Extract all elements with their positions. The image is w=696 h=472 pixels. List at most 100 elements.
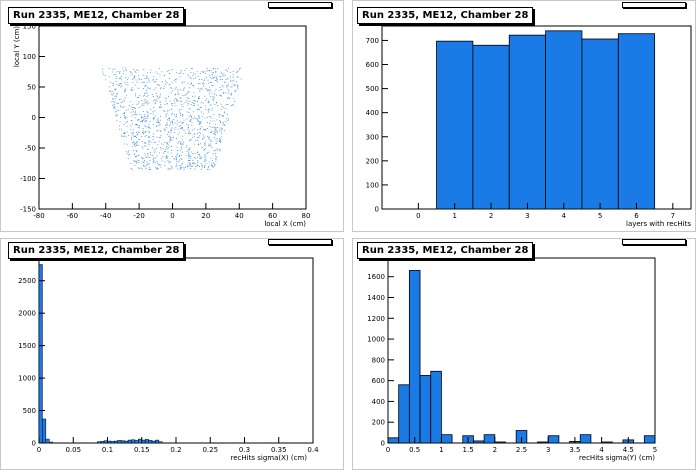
scatter-point <box>134 153 136 155</box>
scatter-point <box>114 74 116 75</box>
scatter-point <box>152 113 154 115</box>
scatter-point <box>169 169 171 171</box>
scatter-point <box>182 151 184 153</box>
scatter-point <box>126 153 128 155</box>
scatter-point <box>193 118 195 120</box>
scatter-point <box>188 157 189 159</box>
scatter-point <box>197 165 199 166</box>
scatter-point <box>220 139 222 141</box>
scatter-point <box>122 67 124 69</box>
scatter-point <box>194 128 195 130</box>
scatter-point <box>148 140 150 141</box>
scatter-point <box>230 86 232 88</box>
scatter-point <box>201 164 203 166</box>
scatter-point <box>222 115 224 116</box>
scatter-point <box>152 147 154 149</box>
scatter-point <box>156 168 158 170</box>
scatter-point <box>121 79 123 81</box>
scatter-point <box>143 142 145 144</box>
scatter-point <box>174 93 176 95</box>
scatter-point <box>210 157 212 159</box>
x-tick-label: -60 <box>67 212 78 220</box>
scatter-point <box>137 119 139 120</box>
histogram-bar <box>483 434 496 444</box>
scatter-point <box>187 74 189 75</box>
scatter-point <box>147 112 149 114</box>
scatter-point <box>185 67 187 69</box>
x-tick-label: 0.2 <box>170 446 181 454</box>
scatter-point <box>196 118 198 120</box>
scatter-point <box>195 77 197 79</box>
scatter-point <box>126 143 128 145</box>
scatter-point <box>200 88 202 90</box>
scatter-point <box>170 87 172 89</box>
scatter-point <box>198 98 200 99</box>
scatter-point <box>176 72 178 74</box>
scatter-point <box>115 76 117 77</box>
scatter-point <box>206 89 208 91</box>
scatter-point <box>129 71 131 72</box>
scatter-point <box>150 69 152 71</box>
scatter-point <box>157 73 159 74</box>
scatter-point <box>134 136 136 137</box>
histogram-bar <box>120 440 125 444</box>
x-tick-label: 3 <box>525 212 529 220</box>
scatter-point <box>159 137 160 138</box>
y-tick-label: 1000 <box>18 375 36 383</box>
scatter-point <box>227 120 229 121</box>
scatter-point <box>135 93 136 95</box>
scatter-point <box>152 79 154 80</box>
scatter-point <box>149 169 151 170</box>
scatter-point <box>156 130 158 132</box>
y-tick-label: 400 <box>372 398 385 406</box>
scatter-point <box>138 132 140 133</box>
scatter-point <box>175 156 177 158</box>
scatter-point <box>208 111 210 113</box>
scatter-point <box>124 118 126 120</box>
scatter-point <box>166 156 168 158</box>
scatter-point <box>178 155 180 157</box>
scatter-point <box>171 150 172 151</box>
scatter-point <box>173 100 175 102</box>
scatter-point <box>168 110 170 111</box>
scatter-point <box>197 109 199 111</box>
histogram-bar <box>124 440 129 444</box>
scatter-point <box>145 165 147 166</box>
scatter-point <box>143 103 145 104</box>
y-tick-label: 100 <box>366 181 379 189</box>
scatter-point <box>116 119 118 121</box>
histogram-bar <box>472 44 510 210</box>
scatter-point <box>205 71 207 73</box>
scatter-point <box>213 120 215 122</box>
scatter-point <box>114 89 116 91</box>
scatter-point <box>215 155 217 157</box>
scatter-point <box>204 161 206 162</box>
scatter-point <box>198 132 200 133</box>
scatter-point <box>198 121 200 123</box>
scatter-point <box>186 154 188 156</box>
scatter-point <box>144 125 146 126</box>
scatter-point <box>141 117 143 118</box>
scatter-point <box>172 122 173 123</box>
scatter-point <box>149 71 151 73</box>
scatter-point <box>154 110 156 112</box>
scatter-point <box>175 157 177 158</box>
scatter-point <box>205 160 207 161</box>
scatter-point <box>234 101 236 102</box>
scatter-point <box>124 89 126 91</box>
x-tick-label: 0.1 <box>102 446 113 454</box>
scatter-point <box>114 95 116 97</box>
scatter-point <box>131 134 133 136</box>
scatter-point <box>216 156 217 158</box>
scatter-point <box>205 155 207 157</box>
scatter-point <box>205 142 207 144</box>
scatter-point <box>211 82 212 83</box>
scatter-point <box>151 94 153 95</box>
scatter-point <box>206 152 208 154</box>
histogram-bar <box>581 38 619 210</box>
scatter-point <box>159 123 161 125</box>
scatter-point <box>142 161 144 163</box>
scatter-point <box>160 104 162 105</box>
scatter-point <box>216 127 218 129</box>
scatter-point <box>205 100 207 101</box>
